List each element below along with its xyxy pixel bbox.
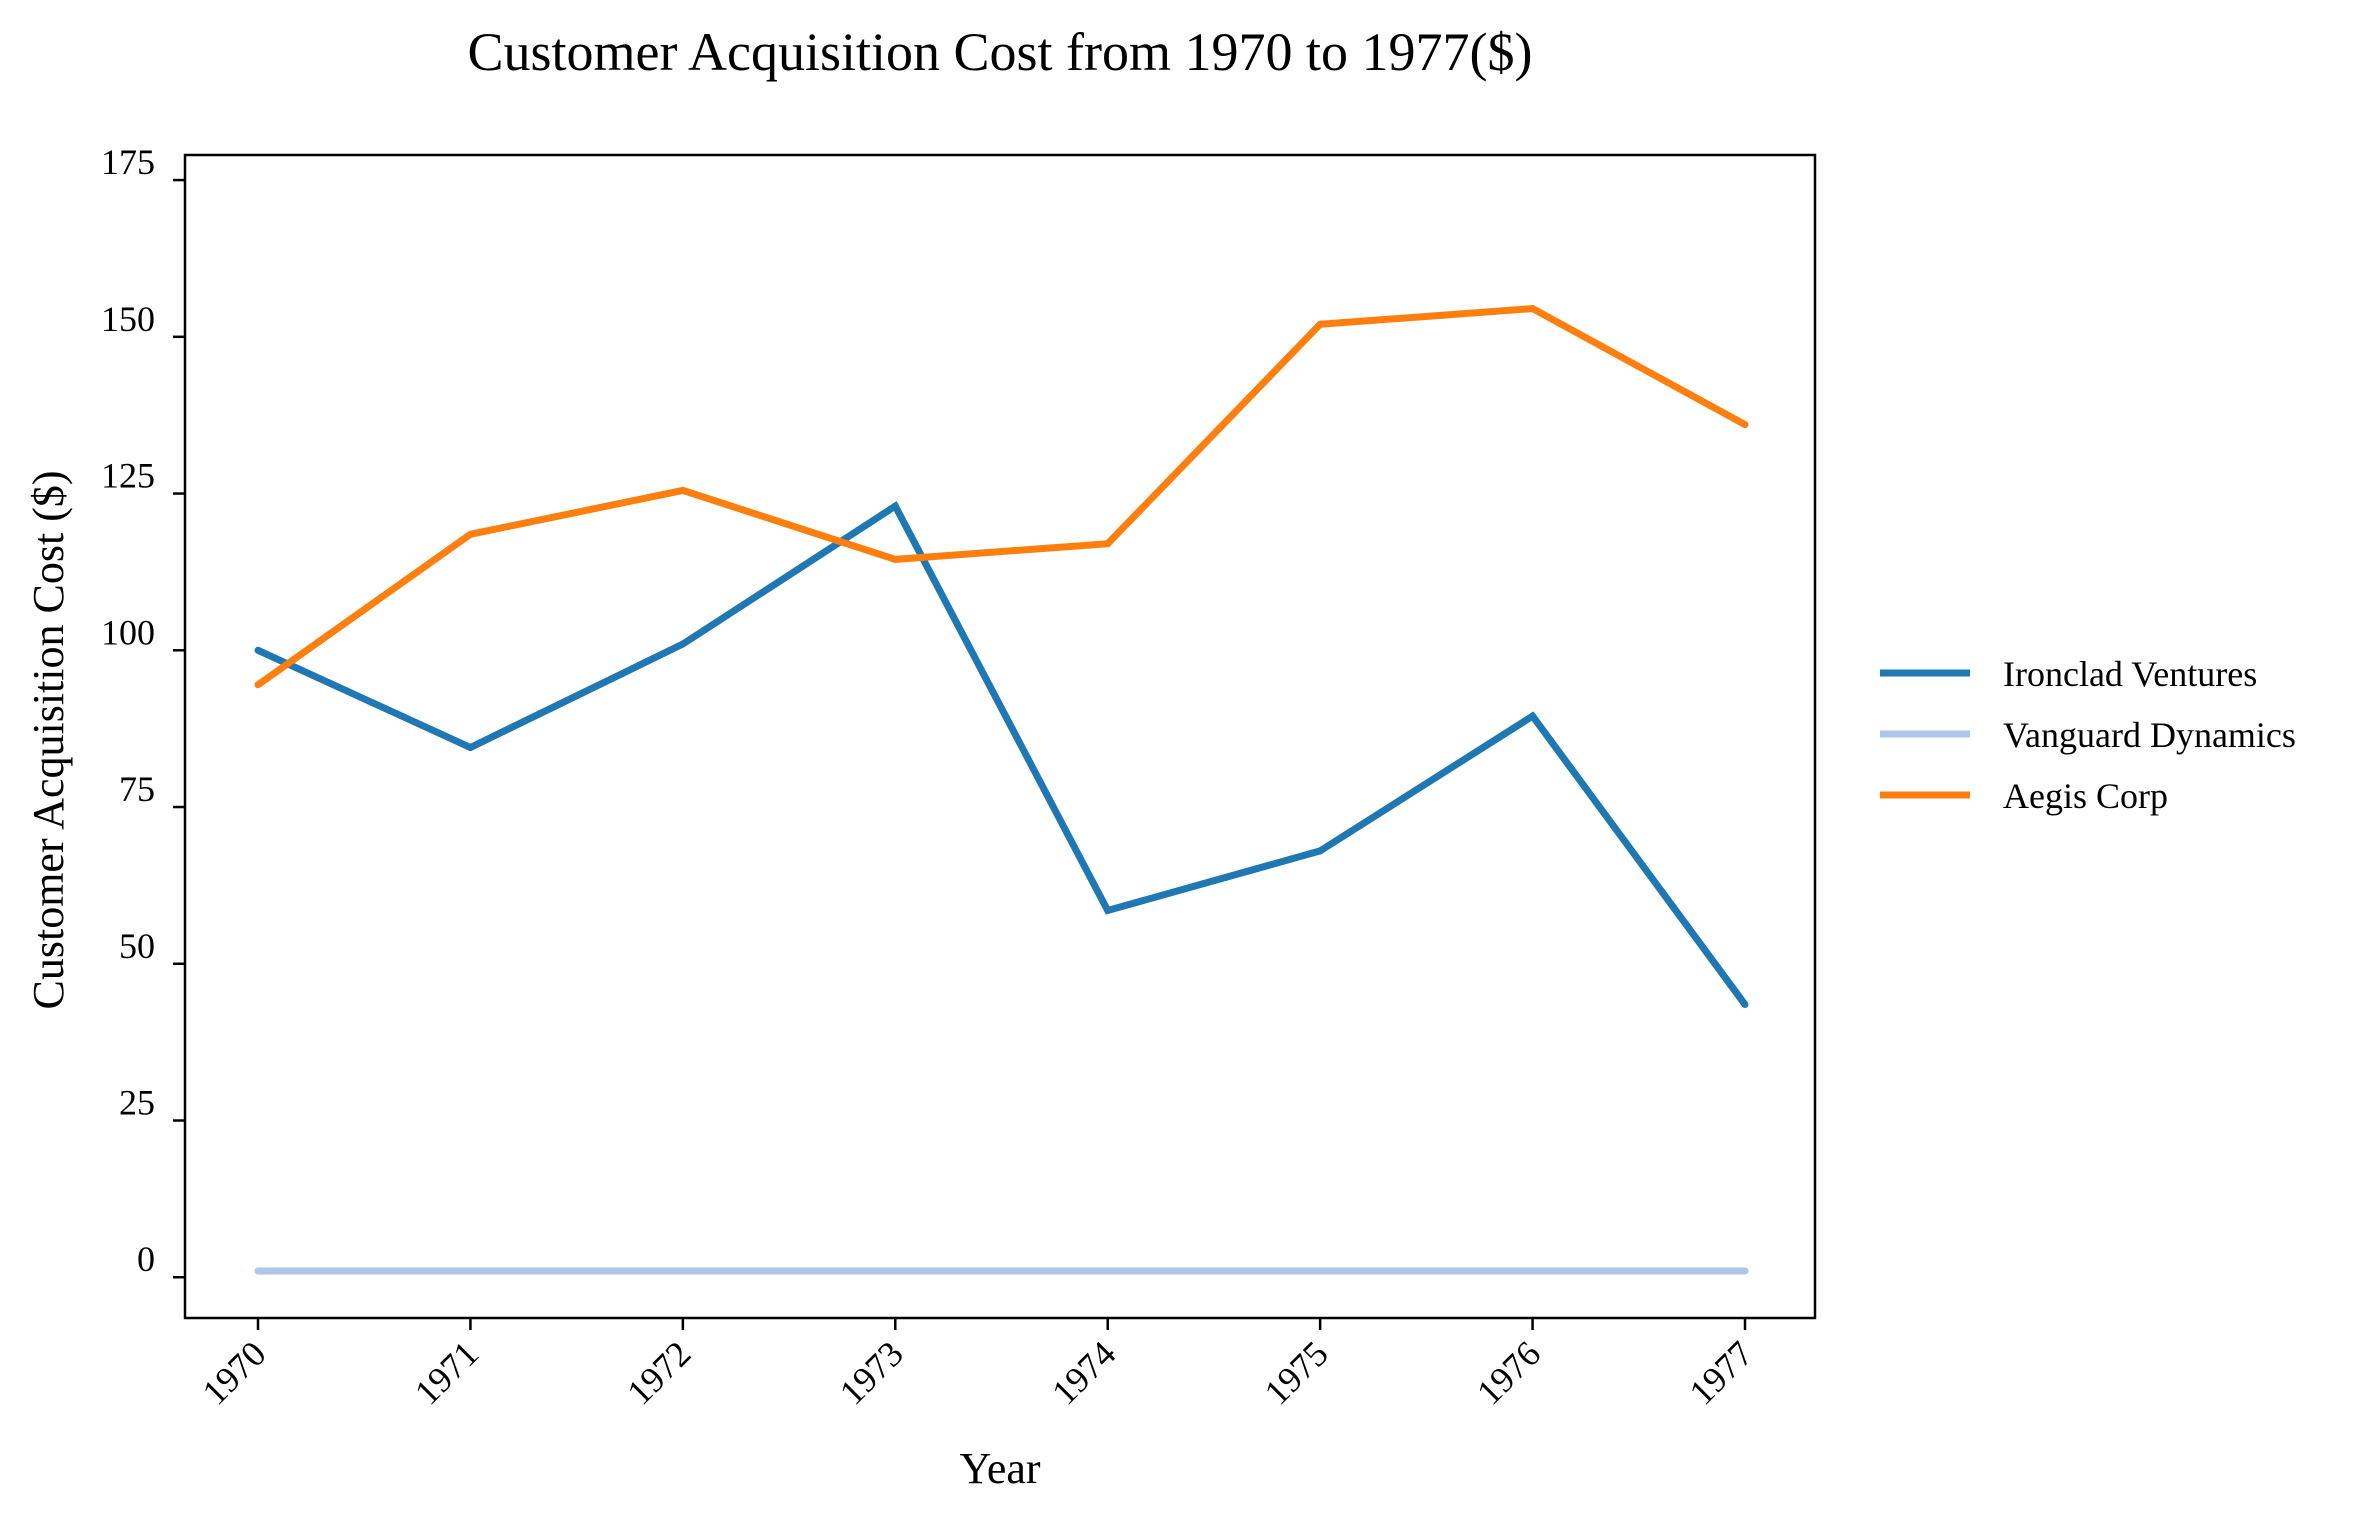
data-point: [1104, 906, 1112, 914]
data-point: [1316, 847, 1324, 855]
data-point: [679, 640, 687, 648]
data-point: [254, 646, 262, 654]
data-point: [891, 502, 899, 510]
data-point: [466, 530, 474, 538]
series-vanguard-dynamics: [254, 1267, 1749, 1275]
x-tick-label: 1973: [832, 1333, 911, 1412]
series-line: [255, 305, 1747, 688]
data-point: [679, 486, 687, 494]
series-line: [256, 501, 1748, 1007]
data-point: [466, 743, 474, 751]
data-point: [1741, 1001, 1749, 1009]
data-point: [1529, 305, 1537, 313]
x-tick-label: 1970: [194, 1333, 273, 1412]
series-ironclad-ventures: [254, 501, 1749, 1009]
legend-label: Vanguard Dynamics: [2003, 715, 2296, 755]
data-point: [1741, 1267, 1749, 1275]
y-axis: 0 25 50 75 100 125 150 175: [101, 142, 185, 1279]
data-point: [1741, 421, 1749, 429]
x-tick-label: 1977: [1681, 1333, 1760, 1412]
x-tick-label: 1971: [407, 1333, 486, 1412]
x-tick-label: 1976: [1469, 1333, 1548, 1412]
y-tick-label: 125: [101, 456, 155, 496]
y-tick-label: 175: [101, 142, 155, 182]
x-tick-label: 1975: [1257, 1333, 1336, 1412]
y-tick-label: 75: [119, 769, 155, 809]
y-tick-label: 150: [101, 299, 155, 339]
plot-area: [183, 153, 1817, 1320]
chart-title: Customer Acquisition Cost from 1970 to 1…: [468, 22, 1533, 82]
data-point: [466, 1267, 474, 1275]
data-point: [1316, 1267, 1324, 1275]
data-point: [1529, 712, 1537, 720]
legend-label: Aegis Corp: [2003, 776, 2168, 816]
x-axis: 1970 1971 1972 1973 1974 1975 1976 1977: [194, 1318, 1761, 1413]
y-tick-label: 25: [119, 1083, 155, 1123]
series-layer: [254, 305, 1749, 1275]
series-aegis-corp: [254, 305, 1749, 689]
data-point: [1104, 1267, 1112, 1275]
data-point: [679, 1267, 687, 1275]
legend-label: Ironclad Ventures: [2003, 654, 2257, 694]
legend: Ironclad Ventures Vanguard Dynamics Aegis …: [1880, 654, 2296, 816]
y-tick-label: 100: [101, 612, 155, 652]
data-point: [1104, 540, 1112, 548]
data-point: [1316, 320, 1324, 328]
x-tick-label: 1974: [1044, 1333, 1123, 1412]
y-tick-label: 50: [119, 926, 155, 966]
x-tick-label: 1972: [619, 1333, 698, 1412]
data-point: [254, 1267, 262, 1275]
y-axis-title: Customer Acquisition Cost ($): [24, 471, 73, 1010]
y-tick-label: 0: [137, 1239, 155, 1279]
data-point: [254, 681, 262, 689]
data-point: [891, 555, 899, 563]
data-point: [891, 1267, 899, 1275]
data-point: [1529, 1267, 1537, 1275]
x-axis-title: Year: [959, 1444, 1040, 1493]
